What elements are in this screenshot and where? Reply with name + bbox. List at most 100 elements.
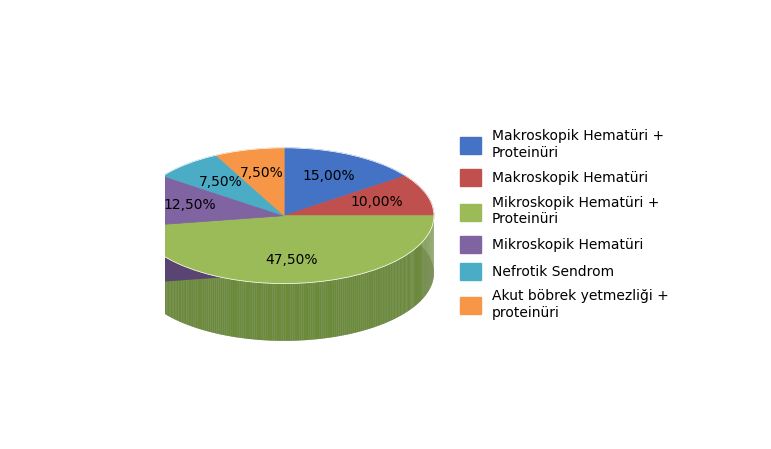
Polygon shape [144,240,145,298]
Polygon shape [424,238,425,297]
Polygon shape [355,275,357,333]
Polygon shape [252,282,254,339]
Polygon shape [335,279,336,337]
Polygon shape [353,276,355,333]
Polygon shape [244,281,246,339]
Polygon shape [207,274,208,331]
Polygon shape [190,269,192,326]
Polygon shape [165,257,167,315]
Polygon shape [217,276,218,334]
Polygon shape [136,216,284,284]
Polygon shape [210,275,213,333]
Text: 7,50%: 7,50% [240,166,283,180]
Polygon shape [231,279,233,337]
Polygon shape [377,268,379,326]
Polygon shape [180,264,182,322]
Polygon shape [192,269,194,327]
Polygon shape [223,277,224,335]
Polygon shape [154,249,155,308]
Polygon shape [233,279,235,337]
Polygon shape [157,252,159,310]
Polygon shape [143,239,144,297]
Polygon shape [304,283,306,340]
Polygon shape [295,283,297,341]
Polygon shape [417,246,418,304]
Polygon shape [394,261,396,319]
Polygon shape [221,277,223,335]
Polygon shape [362,273,365,331]
Polygon shape [187,267,188,325]
Polygon shape [145,241,146,299]
Polygon shape [299,283,301,340]
Polygon shape [224,278,227,336]
Polygon shape [183,266,185,324]
Polygon shape [382,266,384,324]
Polygon shape [194,270,195,328]
Polygon shape [392,262,394,320]
Polygon shape [388,264,389,322]
Polygon shape [341,278,342,336]
Polygon shape [359,274,361,332]
Polygon shape [185,267,187,325]
Polygon shape [322,281,324,339]
Polygon shape [391,263,392,321]
Polygon shape [384,265,386,323]
Polygon shape [375,269,377,327]
Polygon shape [149,245,150,303]
Polygon shape [163,155,284,216]
Polygon shape [319,282,322,339]
Polygon shape [229,279,231,336]
Polygon shape [281,283,284,341]
Polygon shape [292,283,295,341]
Polygon shape [270,283,272,341]
Polygon shape [311,282,312,340]
Polygon shape [286,283,288,341]
Polygon shape [419,244,420,303]
Polygon shape [284,148,406,216]
Polygon shape [332,280,335,337]
Polygon shape [152,247,153,306]
Polygon shape [163,256,165,314]
Polygon shape [201,272,203,330]
Polygon shape [406,254,408,312]
Polygon shape [250,282,252,339]
Polygon shape [372,270,374,328]
Polygon shape [315,282,317,339]
Text: 15,00%: 15,00% [302,169,355,183]
Polygon shape [348,277,351,334]
Polygon shape [172,261,173,319]
Polygon shape [160,254,161,312]
Polygon shape [324,281,325,339]
Polygon shape [170,260,172,318]
Text: 47,50%: 47,50% [265,253,318,267]
Polygon shape [308,282,311,340]
Polygon shape [317,282,319,339]
Polygon shape [408,253,409,311]
Polygon shape [412,250,414,308]
Polygon shape [338,278,341,336]
Polygon shape [347,277,348,335]
Polygon shape [404,255,406,314]
Polygon shape [370,271,372,329]
Polygon shape [351,276,353,334]
Polygon shape [167,258,168,316]
Polygon shape [259,282,261,340]
Polygon shape [366,272,369,330]
Polygon shape [195,270,197,328]
Polygon shape [227,278,229,336]
Polygon shape [237,280,239,338]
Polygon shape [284,176,434,216]
Polygon shape [246,281,248,339]
Polygon shape [312,282,315,339]
Ellipse shape [134,205,434,341]
Polygon shape [401,257,402,315]
Polygon shape [148,244,149,302]
Polygon shape [399,258,401,316]
Polygon shape [235,280,237,337]
Polygon shape [218,277,221,335]
Polygon shape [272,283,274,341]
Text: 7,50%: 7,50% [199,175,243,189]
Legend: Makroskopik Hematüri +
Proteinüri, Makroskopik Hematüri, Mikroskopik Hematüri +
: Makroskopik Hematüri + Proteinüri, Makro… [454,124,674,325]
Polygon shape [136,216,284,284]
Polygon shape [153,248,154,307]
